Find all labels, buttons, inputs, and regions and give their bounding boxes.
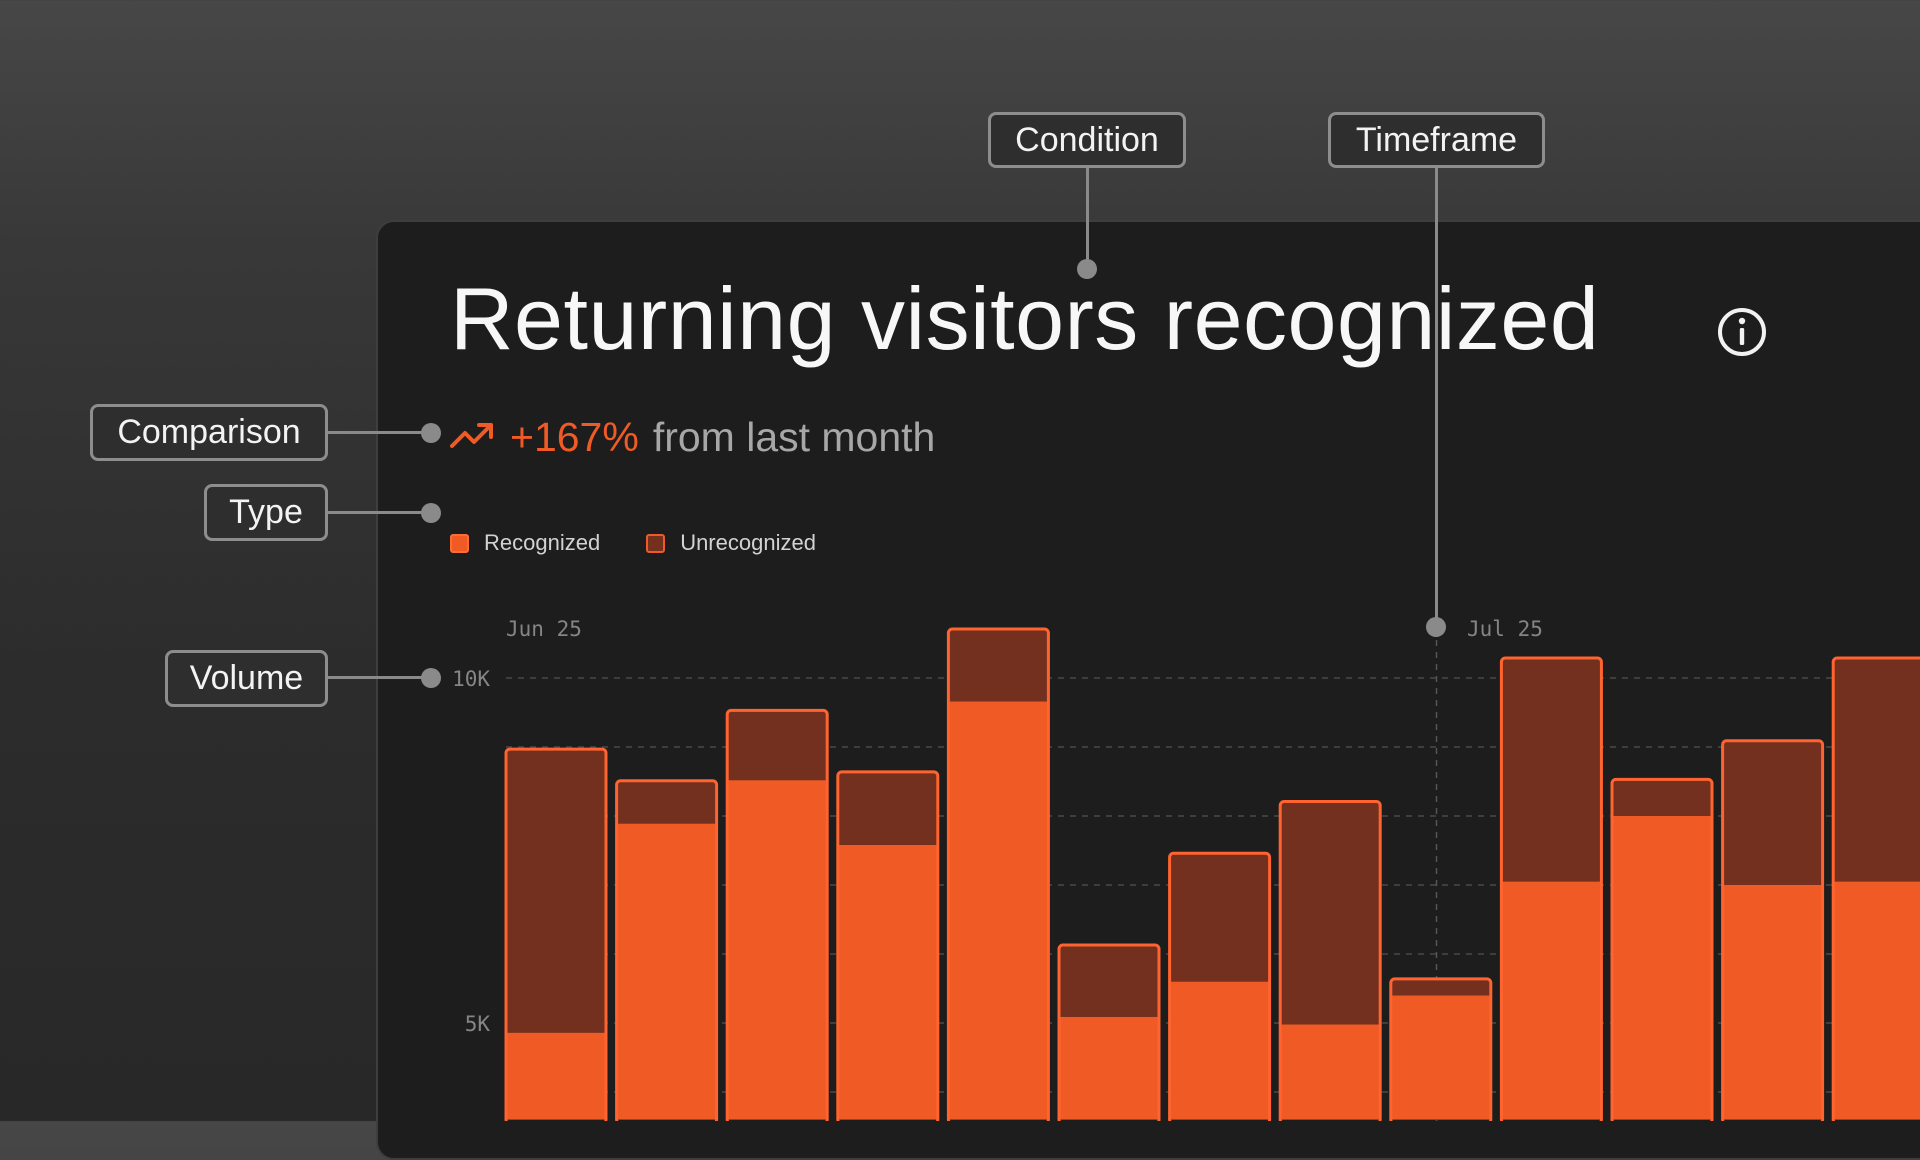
bar-unrecognized	[837, 771, 938, 845]
legend-label: Recognized	[484, 530, 601, 555]
trending-up-icon	[450, 420, 496, 455]
x-tick-label: Jun 25	[506, 617, 582, 641]
condition-connector-dot	[1077, 259, 1097, 279]
bar-unrecognized	[1501, 657, 1602, 882]
bar-outline	[1610, 777, 1714, 1121]
callout-condition: Condition	[988, 112, 1186, 168]
callout-type: Type	[204, 484, 328, 541]
bar-outline	[1721, 739, 1825, 1121]
legend-label: Unrecognized	[680, 530, 816, 555]
bar-unrecognized	[1390, 978, 1491, 996]
y-tick-label: 5K	[465, 1012, 491, 1036]
timeframe-connector-line	[1435, 166, 1438, 628]
bar-recognized	[1390, 995, 1491, 1120]
chart-legend: Recognized Unrecognized	[450, 530, 862, 556]
comparison-row: +167% from last month	[450, 410, 935, 464]
bar-recognized	[506, 1032, 606, 1120]
bar-unrecognized	[1833, 657, 1920, 882]
bar-recognized	[1169, 981, 1270, 1120]
comparison-text: from last month	[652, 413, 936, 460]
bar-unrecognized	[1722, 740, 1823, 885]
bar-recognized	[1059, 1016, 1159, 1120]
bar-recognized	[727, 780, 828, 1120]
chart-title: Returning visitors recognized	[450, 269, 1600, 368]
comparison-connector-line	[327, 431, 431, 434]
legend-item-unrecognized[interactable]: Unrecognized	[646, 530, 816, 556]
bar-unrecognized	[506, 749, 606, 1033]
bar-recognized	[1833, 881, 1920, 1120]
bar-unrecognized	[727, 710, 828, 781]
bar-outline	[1389, 977, 1493, 1121]
bar-outline	[725, 708, 829, 1121]
callout-volume: Volume	[165, 650, 328, 707]
bar-outline	[504, 747, 608, 1121]
bar-recognized	[1612, 816, 1712, 1120]
callout-timeframe: Timeframe	[1328, 112, 1545, 168]
bar-recognized	[1501, 881, 1602, 1120]
bar-outline	[1057, 943, 1161, 1121]
info-icon[interactable]	[1716, 306, 1768, 363]
bar-outline	[1278, 800, 1382, 1121]
bar-recognized	[948, 701, 1049, 1120]
comparison-connector-dot	[421, 423, 441, 443]
x-tick-label: Jul 25	[1467, 617, 1543, 641]
bar-unrecognized	[1059, 945, 1159, 1017]
legend-swatch-unrecognized	[646, 533, 666, 553]
condition-connector-line	[1086, 166, 1089, 268]
callout-comparison: Comparison	[90, 404, 328, 461]
bar-recognized	[616, 823, 717, 1120]
bar-unrecognized	[1612, 779, 1712, 816]
bar-recognized	[1722, 885, 1823, 1120]
volume-connector-line	[327, 676, 431, 679]
bar-unrecognized	[1280, 801, 1381, 1025]
type-connector-line	[327, 511, 431, 514]
comparison-percent: +167%	[510, 413, 639, 460]
timeframe-connector-dot	[1426, 617, 1446, 637]
bar-outline	[615, 779, 719, 1121]
bar-recognized	[1280, 1024, 1381, 1120]
bar-outline	[836, 770, 940, 1121]
bar-outline	[946, 627, 1050, 1121]
bar-outline	[1499, 656, 1603, 1121]
y-tick-label: 10K	[452, 667, 490, 691]
volume-connector-dot	[421, 668, 441, 688]
bar-unrecognized	[1169, 853, 1270, 982]
legend-item-recognized[interactable]: Recognized	[450, 530, 600, 556]
bar-outline	[1168, 851, 1272, 1121]
bar-outline	[1831, 656, 1920, 1121]
legend-swatch-recognized	[450, 533, 469, 553]
bar-unrecognized	[616, 780, 717, 824]
bar-chart: 10K 5K Jun 25 Jul 25	[452, 617, 1920, 1121]
bar-unrecognized	[948, 629, 1049, 702]
bar-recognized	[837, 844, 938, 1120]
type-connector-dot	[421, 503, 441, 523]
